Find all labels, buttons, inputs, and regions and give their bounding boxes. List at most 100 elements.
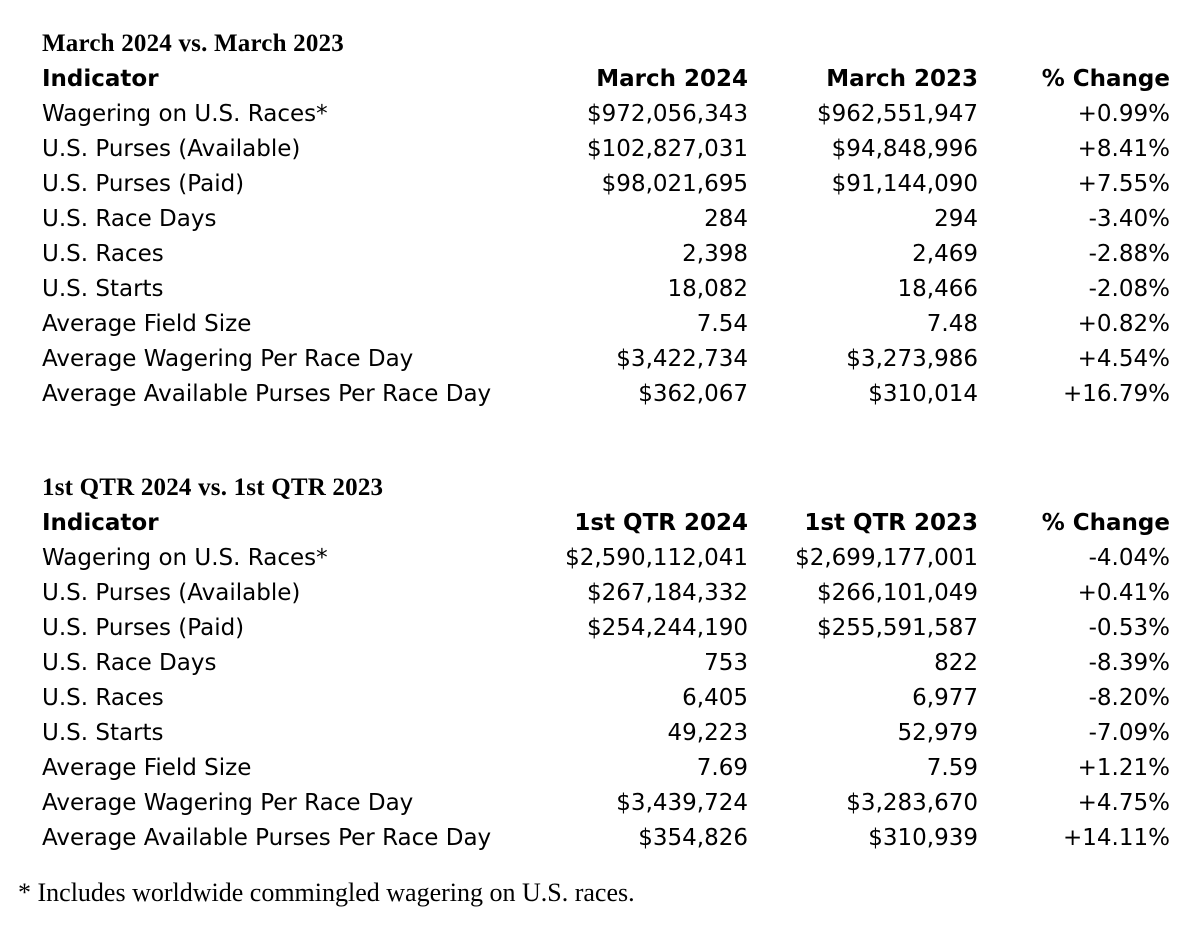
footnote: * Includes worldwide commingled wagering… <box>18 878 635 907</box>
cell-value: 294 <box>934 206 978 232</box>
table-row: Average Field Size 7.69 7.59 +1.21% <box>42 751 1170 786</box>
cell-value: -8.20% <box>1088 685 1170 711</box>
column-header-march-2024: March 2024 <box>596 66 748 92</box>
cell-value: $310,939 <box>868 825 978 851</box>
cell-value: 52,979 <box>897 720 978 746</box>
cell-value: +8.41% <box>1077 136 1170 162</box>
cell-indicator: Average Available Purses Per Race Day <box>42 825 492 851</box>
march-comparison-table: Indicator March 2024 March 2023 % Change… <box>42 62 1170 412</box>
cell-indicator: U.S. Race Days <box>42 650 217 676</box>
table-row: U.S. Purses (Paid) $98,021,695 $91,144,090… <box>42 167 1170 202</box>
cell-value: $962,551,947 <box>817 101 978 127</box>
cell-value: -7.09% <box>1088 720 1170 746</box>
header-row: Indicator March 2024 March 2023 % Change <box>42 62 1170 97</box>
cell-indicator: U.S. Race Days <box>42 206 217 232</box>
cell-value: 6,405 <box>682 685 748 711</box>
table-title-qtr: 1st QTR 2024 vs. 1st QTR 2023 <box>42 474 384 501</box>
table-row: Average Wagering Per Race Day $3,422,734 $… <box>42 342 1170 377</box>
cell-value: $2,590,112,041 <box>565 545 748 571</box>
cell-value: +4.75% <box>1077 790 1170 816</box>
column-header-qtr-2023: 1st QTR 2023 <box>804 510 978 536</box>
cell-value: $3,422,734 <box>616 346 748 372</box>
cell-value: $354,826 <box>638 825 748 851</box>
column-header-indicator: Indicator <box>42 510 159 536</box>
cell-value: 49,223 <box>667 720 748 746</box>
cell-value: -0.53% <box>1088 615 1170 641</box>
table-row: Wagering on U.S. Races* $2,590,112,041 $2,… <box>42 541 1170 576</box>
cell-value: 284 <box>704 206 748 232</box>
cell-value: +1.21% <box>1077 755 1170 781</box>
cell-value: -2.08% <box>1088 276 1170 302</box>
table-row: Average Available Purses Per Race Day $35… <box>42 821 1170 856</box>
cell-value: $91,144,090 <box>831 171 978 197</box>
table-row: U.S. Races 2,398 2,469 -2.88% <box>42 237 1170 272</box>
table-row: Average Field Size 7.54 7.48 +0.82% <box>42 307 1170 342</box>
cell-value: +7.55% <box>1077 171 1170 197</box>
table-section-qtr: 1st QTR 2024 vs. 1st QTR 2023 Indicator … <box>42 470 1200 856</box>
cell-indicator: U.S. Races <box>42 241 164 267</box>
document-page: March 2024 vs. March 2023 Indicator Marc… <box>18 26 1200 907</box>
cell-value: +4.54% <box>1077 346 1170 372</box>
column-header-pct-change: % Change <box>1041 510 1170 536</box>
column-header-march-2023: March 2023 <box>826 66 978 92</box>
cell-value: +16.79% <box>1063 381 1170 407</box>
table-row: U.S. Purses (Available) $102,827,031 $94,8… <box>42 132 1170 167</box>
cell-indicator: U.S. Purses (Paid) <box>42 615 245 641</box>
table-row: Wagering on U.S. Races* $972,056,343 $962,… <box>42 97 1170 132</box>
cell-value: 753 <box>704 650 748 676</box>
table-row: U.S. Starts 49,223 52,979 -7.09% <box>42 716 1170 751</box>
table-section-march: March 2024 vs. March 2023 Indicator Marc… <box>42 26 1200 412</box>
cell-indicator: Average Field Size <box>42 755 252 781</box>
cell-value: $102,827,031 <box>587 136 748 162</box>
cell-value: 7.48 <box>926 311 978 337</box>
table-row: U.S. Purses (Paid) $254,244,190 $255,591,5… <box>42 611 1170 646</box>
cell-value: 18,466 <box>897 276 978 302</box>
cell-value: -4.04% <box>1088 545 1170 571</box>
cell-indicator: U.S. Starts <box>42 276 164 302</box>
cell-indicator: Average Wagering Per Race Day <box>42 790 414 816</box>
table-row: U.S. Race Days 753 822 -8.39% <box>42 646 1170 681</box>
cell-indicator: Average Field Size <box>42 311 252 337</box>
table-row: Average Available Purses Per Race Day $36… <box>42 377 1170 412</box>
cell-value: 6,977 <box>912 685 978 711</box>
cell-value: $3,439,724 <box>616 790 748 816</box>
cell-value: +0.82% <box>1077 311 1170 337</box>
cell-value: 822 <box>934 650 978 676</box>
cell-value: 7.54 <box>696 311 748 337</box>
table-row: U.S. Races 6,405 6,977 -8.20% <box>42 681 1170 716</box>
cell-indicator: U.S. Starts <box>42 720 164 746</box>
table-row: U.S. Purses (Available) $267,184,332 $266,… <box>42 576 1170 611</box>
header-row: Indicator 1st QTR 2024 1st QTR 2023 % Ch… <box>42 506 1170 541</box>
cell-value: +0.99% <box>1077 101 1170 127</box>
cell-value: $255,591,587 <box>817 615 978 641</box>
cell-value: $362,067 <box>638 381 748 407</box>
cell-value: 2,398 <box>682 241 748 267</box>
cell-indicator: U.S. Purses (Available) <box>42 580 301 606</box>
cell-value: $3,283,670 <box>846 790 978 816</box>
cell-value: $2,699,177,001 <box>795 545 978 571</box>
cell-value: $266,101,049 <box>817 580 978 606</box>
table-row: Average Wagering Per Race Day $3,439,724 $… <box>42 786 1170 821</box>
cell-value: +14.11% <box>1063 825 1170 851</box>
cell-value: $94,848,996 <box>831 136 978 162</box>
cell-value: 7.59 <box>926 755 978 781</box>
column-header-qtr-2024: 1st QTR 2024 <box>574 510 748 536</box>
cell-value: $267,184,332 <box>587 580 748 606</box>
cell-value: 18,082 <box>667 276 748 302</box>
cell-value: -3.40% <box>1088 206 1170 232</box>
column-header-indicator: Indicator <box>42 66 159 92</box>
cell-indicator: Average Available Purses Per Race Day <box>42 381 492 407</box>
cell-indicator: U.S. Purses (Paid) <box>42 171 245 197</box>
cell-value: -8.39% <box>1088 650 1170 676</box>
cell-value: $972,056,343 <box>587 101 748 127</box>
cell-value: -2.88% <box>1088 241 1170 267</box>
cell-value: 2,469 <box>912 241 978 267</box>
cell-value: $310,014 <box>868 381 978 407</box>
cell-indicator: U.S. Races <box>42 685 164 711</box>
cell-value: 7.69 <box>696 755 748 781</box>
cell-indicator: Wagering on U.S. Races* <box>42 101 328 127</box>
cell-indicator: Average Wagering Per Race Day <box>42 346 414 372</box>
cell-indicator: Wagering on U.S. Races* <box>42 545 328 571</box>
cell-value: $3,273,986 <box>846 346 978 372</box>
qtr-comparison-table: Indicator 1st QTR 2024 1st QTR 2023 % Ch… <box>42 506 1170 856</box>
